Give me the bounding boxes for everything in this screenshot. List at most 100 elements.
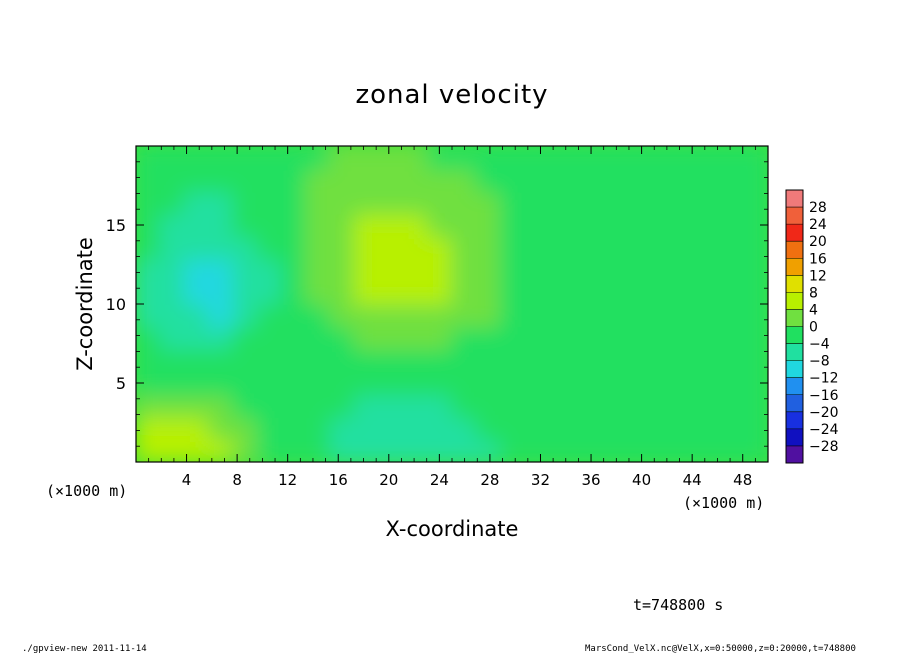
heatmap-cell [718,212,745,238]
heatmap-cell [426,190,453,215]
heatmap-cell [499,370,526,396]
heatmap-cell [159,190,186,215]
colorbar-segment [786,292,803,310]
heatmap-cell [353,438,381,462]
heatmap-cell [669,146,697,170]
colorbar-label: −24 [809,422,839,438]
heatmap-cell [499,415,526,441]
heatmap-cell [718,167,745,193]
heatmap-cell [596,235,624,260]
heatmap-cell [718,280,745,305]
heatmap-cell [232,280,259,305]
heatmap-cell [621,438,648,462]
heatmap-cell [207,393,235,418]
x-unit-left: (×1000 m) [46,482,127,500]
colorbar-segment [786,207,803,225]
heatmap-cell [256,370,283,396]
heatmap-cell [669,393,697,418]
colorbar-segment [786,428,803,447]
heatmap-cell [305,325,332,351]
heatmap-cell [669,415,697,441]
heatmap-cell [402,167,429,193]
heatmap-cell [329,438,356,462]
heatmap-cell [548,393,575,418]
heatmap-cell [378,438,405,462]
heatmap-cell [136,325,162,351]
heatmap-cell [596,303,624,328]
heatmap-cell [183,370,210,396]
heatmap-cell [548,280,575,305]
heatmap-cell [280,348,308,373]
heatmap-cell [718,303,745,328]
heatmap-cell [426,393,453,418]
heatmap-cell [305,303,332,328]
heatmap-cell [621,370,648,396]
heatmap-cell [329,146,356,170]
heatmap-cell [183,257,210,283]
heatmap-cell [645,257,672,283]
heatmap-cell [742,167,768,193]
heatmap-cell [451,146,478,170]
heatmap-cell [718,235,745,260]
heatmap-cell [329,212,356,238]
heatmap-cell [475,415,502,441]
heatmap-cell [718,325,745,351]
colorbar-label: −20 [809,405,839,421]
heatmap-cell [426,438,453,462]
heatmap-cell [207,370,235,396]
heatmap-cell [523,167,551,193]
heatmap-cell [523,146,551,170]
heatmap-cell [645,146,672,170]
heatmap-cell [718,146,745,170]
heatmap-cell [523,190,551,215]
colorbar-segment [786,309,803,327]
heatmap-cell [475,190,502,215]
heatmap-cell [572,146,599,170]
heatmap-cell [159,348,186,373]
heatmap-cell [645,280,672,305]
heatmap-cell [523,257,551,283]
x-tick-label: 4 [182,471,192,489]
heatmap-cell [596,325,624,351]
heatmap-cell [694,370,721,396]
x-tick-label: 8 [232,471,242,489]
heatmap-cell [718,370,745,396]
heatmap-cell [426,235,453,260]
time-label: t=748800 s [633,596,723,614]
heatmap-cell [378,415,405,441]
heatmap-cell [742,438,768,462]
heatmap-cell [256,146,283,170]
heatmap-cell [499,393,526,418]
heatmap-cell [402,190,429,215]
heatmap-cell [426,212,453,238]
heatmap-cell [207,438,235,462]
colorbar-label: 0 [809,320,818,336]
heatmap-cell [426,146,453,170]
heatmap-cell [207,190,235,215]
heatmap-cell [451,235,478,260]
heatmap-cell [548,348,575,373]
heatmap-cell [305,348,332,373]
heatmap-cell [669,303,697,328]
heatmap-cell [159,257,186,283]
y-tick-label: 15 [106,216,126,235]
colorbar-label: −12 [809,371,839,387]
heatmap-cell [183,415,210,441]
heatmap-cell [742,280,768,305]
heatmap-cell [645,370,672,396]
heatmap-cell [280,280,308,305]
heatmap-cell [353,303,381,328]
heatmap-cell [548,303,575,328]
heatmap-cell [232,370,259,396]
heatmap-cell [207,167,235,193]
heatmap-cell [451,257,478,283]
heatmap-cell [136,235,162,260]
heatmap-cell [694,212,721,238]
heatmap-cell [305,393,332,418]
colorbar-label: 8 [809,285,818,301]
heatmap-field [136,146,768,462]
heatmap-cell [329,257,356,283]
heatmap-cell [232,303,259,328]
heatmap-cell [402,370,429,396]
